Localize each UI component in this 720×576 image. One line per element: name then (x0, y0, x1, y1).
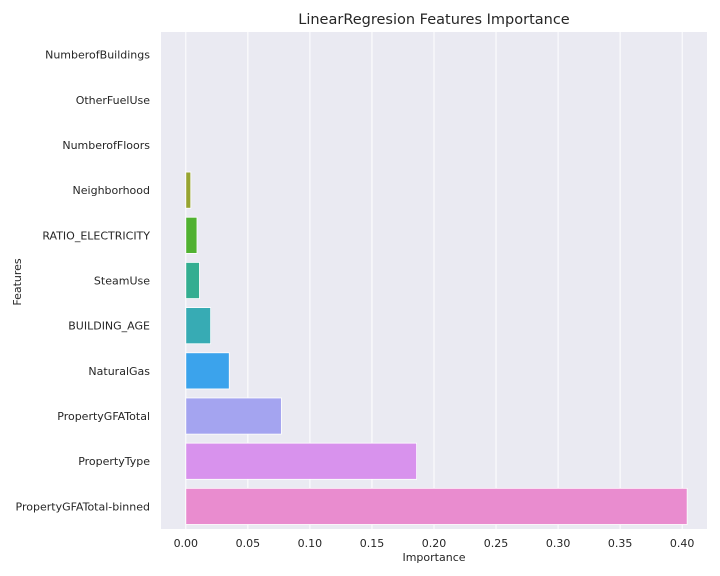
y-tick-label: PropertyType (78, 455, 150, 468)
x-axis-label: Importance (402, 551, 465, 564)
x-tick-label: 0.40 (670, 537, 695, 550)
chart-title: LinearRegresion Features Importance (298, 12, 570, 28)
y-tick-label: Neighborhood (73, 184, 150, 197)
y-tick-label: PropertyGFATotal-binned (16, 500, 150, 513)
x-tick-label: 0.00 (174, 537, 199, 550)
x-tick-label: 0.10 (298, 537, 323, 550)
x-tick-label: 0.35 (608, 537, 633, 550)
y-tick-label: NaturalGas (88, 365, 150, 378)
x-tick-label: 0.25 (484, 537, 509, 550)
bar (185, 397, 282, 435)
x-tick-label: 0.05 (236, 537, 261, 550)
y-tick-label: NumberofFloors (62, 139, 150, 152)
x-tick-label: 0.30 (546, 537, 571, 550)
y-axis-label: Features (11, 258, 24, 306)
y-tick-labels: NumberofBuildings OtherFuelUse NumberofFlo… (16, 49, 151, 514)
bar (185, 262, 200, 299)
x-tick-label: 0.15 (360, 537, 385, 550)
y-tick-label: OtherFuelUse (76, 94, 151, 107)
bar (185, 487, 688, 525)
y-tick-label: PropertyGFATotal (57, 410, 150, 423)
y-tick-label: SteamUse (94, 275, 150, 288)
bar (185, 171, 192, 209)
y-tick-label: RATIO_ELECTRICITY (42, 229, 150, 242)
bar (185, 307, 212, 345)
bars (185, 171, 688, 525)
bar (185, 442, 418, 480)
y-tick-label: BUILDING_AGE (68, 320, 150, 333)
bar (185, 216, 198, 254)
grid-lines (185, 32, 683, 529)
x-tick-labels: 0.00 0.05 0.10 0.15 0.20 0.25 0.30 0.35 0.40 (174, 537, 695, 550)
bar (185, 352, 230, 390)
y-tick-label: NumberofBuildings (45, 49, 150, 62)
x-tick-label: 0.20 (422, 537, 447, 550)
